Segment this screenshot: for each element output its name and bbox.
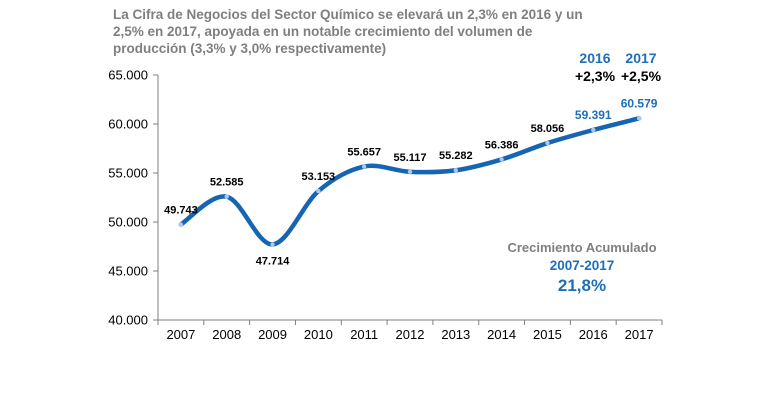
x-tick-label: 2016 [579, 327, 608, 342]
chart-title-line-3: producción (3,3% y 3,0% respectivamente) [113, 41, 387, 56]
data-label: 55.657 [347, 147, 381, 159]
x-tick-label: 2007 [166, 327, 195, 342]
x-tick-label: 2015 [533, 327, 562, 342]
y-tick-label: 50.000 [108, 215, 148, 230]
forecast-annotations: 2016 +2,3% 2017 +2,5% [575, 50, 662, 84]
data-point [316, 188, 321, 194]
data-label: 55.117 [393, 152, 426, 164]
series-group [178, 116, 642, 247]
x-tick-label: 2014 [487, 327, 516, 342]
y-tick-label: 45.000 [108, 264, 148, 279]
data-point [407, 169, 413, 175]
data-point [636, 116, 642, 121]
y-axis-ticks: 40.000 45.000 50.000 55.000 60.000 65.000 [108, 68, 158, 328]
x-tick-label: 2013 [441, 327, 470, 342]
chart-title-line-2: 2,5% en 2017, apoyada en un notable crec… [113, 24, 533, 39]
data-point [545, 140, 550, 146]
data-label: 47.714 [256, 255, 291, 267]
data-label: 49.743 [164, 205, 198, 217]
data-label: 53.153 [302, 171, 336, 183]
forecast-growth-2016: +2,3% [575, 68, 616, 84]
y-tick-label: 65.000 [108, 68, 148, 83]
data-point [453, 168, 459, 173]
x-tick-label: 2008 [212, 327, 241, 342]
x-tick-label: 2017 [625, 327, 654, 342]
data-point [591, 127, 596, 133]
chart-axes [157, 75, 662, 321]
data-point [361, 164, 367, 169]
y-tick-label: 60.000 [108, 117, 148, 132]
data-label: 52.585 [210, 177, 244, 189]
data-label: 56.386 [485, 139, 519, 151]
x-tick-label: 2009 [258, 327, 287, 342]
data-label: 60.579 [621, 96, 658, 110]
data-label: 58.056 [531, 123, 565, 135]
cumulative-growth-box: Crecimiento Acumulado 2007-2017 21,8% [507, 240, 656, 295]
x-tick-label: 2012 [396, 327, 425, 342]
y-tick-label: 40.000 [108, 313, 148, 328]
data-labels: 49.743 52.585 47.714 53.153 55.657 55.117 55.2… [164, 96, 658, 267]
x-tick-label: 2010 [304, 327, 333, 342]
y-tick-label: 55.000 [108, 166, 148, 181]
cumulative-growth-range: 2007-2017 [550, 258, 615, 273]
x-tick-label: 2011 [350, 327, 378, 342]
data-label: 59.391 [575, 108, 612, 122]
data-label: 55.282 [439, 150, 473, 162]
forecast-year-2017: 2017 [625, 50, 656, 66]
forecast-year-2016: 2016 [579, 50, 610, 66]
series-line [178, 116, 642, 247]
cumulative-growth-title: Crecimiento Acumulado [507, 240, 656, 255]
data-point [178, 222, 184, 227]
chart-title-line-1: La Cifra de Negocios del Sector Químico … [113, 7, 583, 22]
cumulative-growth-value: 21,8% [558, 276, 606, 295]
x-axis-ticks: 2007 2008 2009 2010 2011 2012 2013 2014 2015 2016… [157, 320, 663, 342]
data-point [499, 157, 504, 162]
data-point [270, 242, 275, 247]
data-point [224, 194, 229, 199]
forecast-growth-2017: +2,5% [621, 68, 662, 84]
